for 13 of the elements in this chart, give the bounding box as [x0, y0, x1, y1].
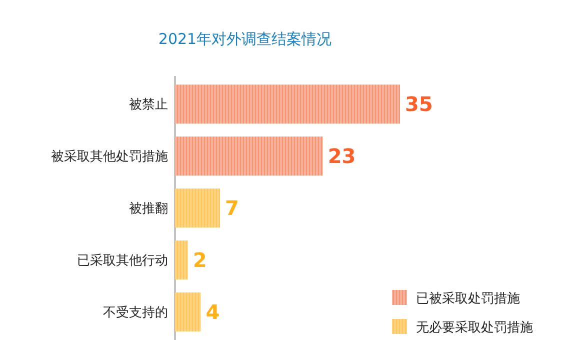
- y-tick-label: 被采取其他处罚措施: [51, 150, 168, 165]
- data-label: 2: [192, 248, 207, 272]
- y-tick-label: 被推翻: [129, 202, 168, 217]
- chart-title: 2021年对外调查结案情况: [158, 30, 332, 48]
- legend-label: 无必要采取处罚措施: [416, 320, 533, 336]
- data-label: 23: [328, 144, 356, 168]
- data-label: 4: [206, 300, 220, 324]
- data-label: 35: [405, 92, 433, 116]
- legend-label: 已被采取处罚措施: [416, 292, 520, 307]
- y-tick-label: 不受支持的: [103, 305, 168, 320]
- y-tick-label: 已采取其他行动: [77, 254, 168, 269]
- y-tick-label: 被禁止: [129, 98, 168, 113]
- data-label: 7: [225, 196, 239, 220]
